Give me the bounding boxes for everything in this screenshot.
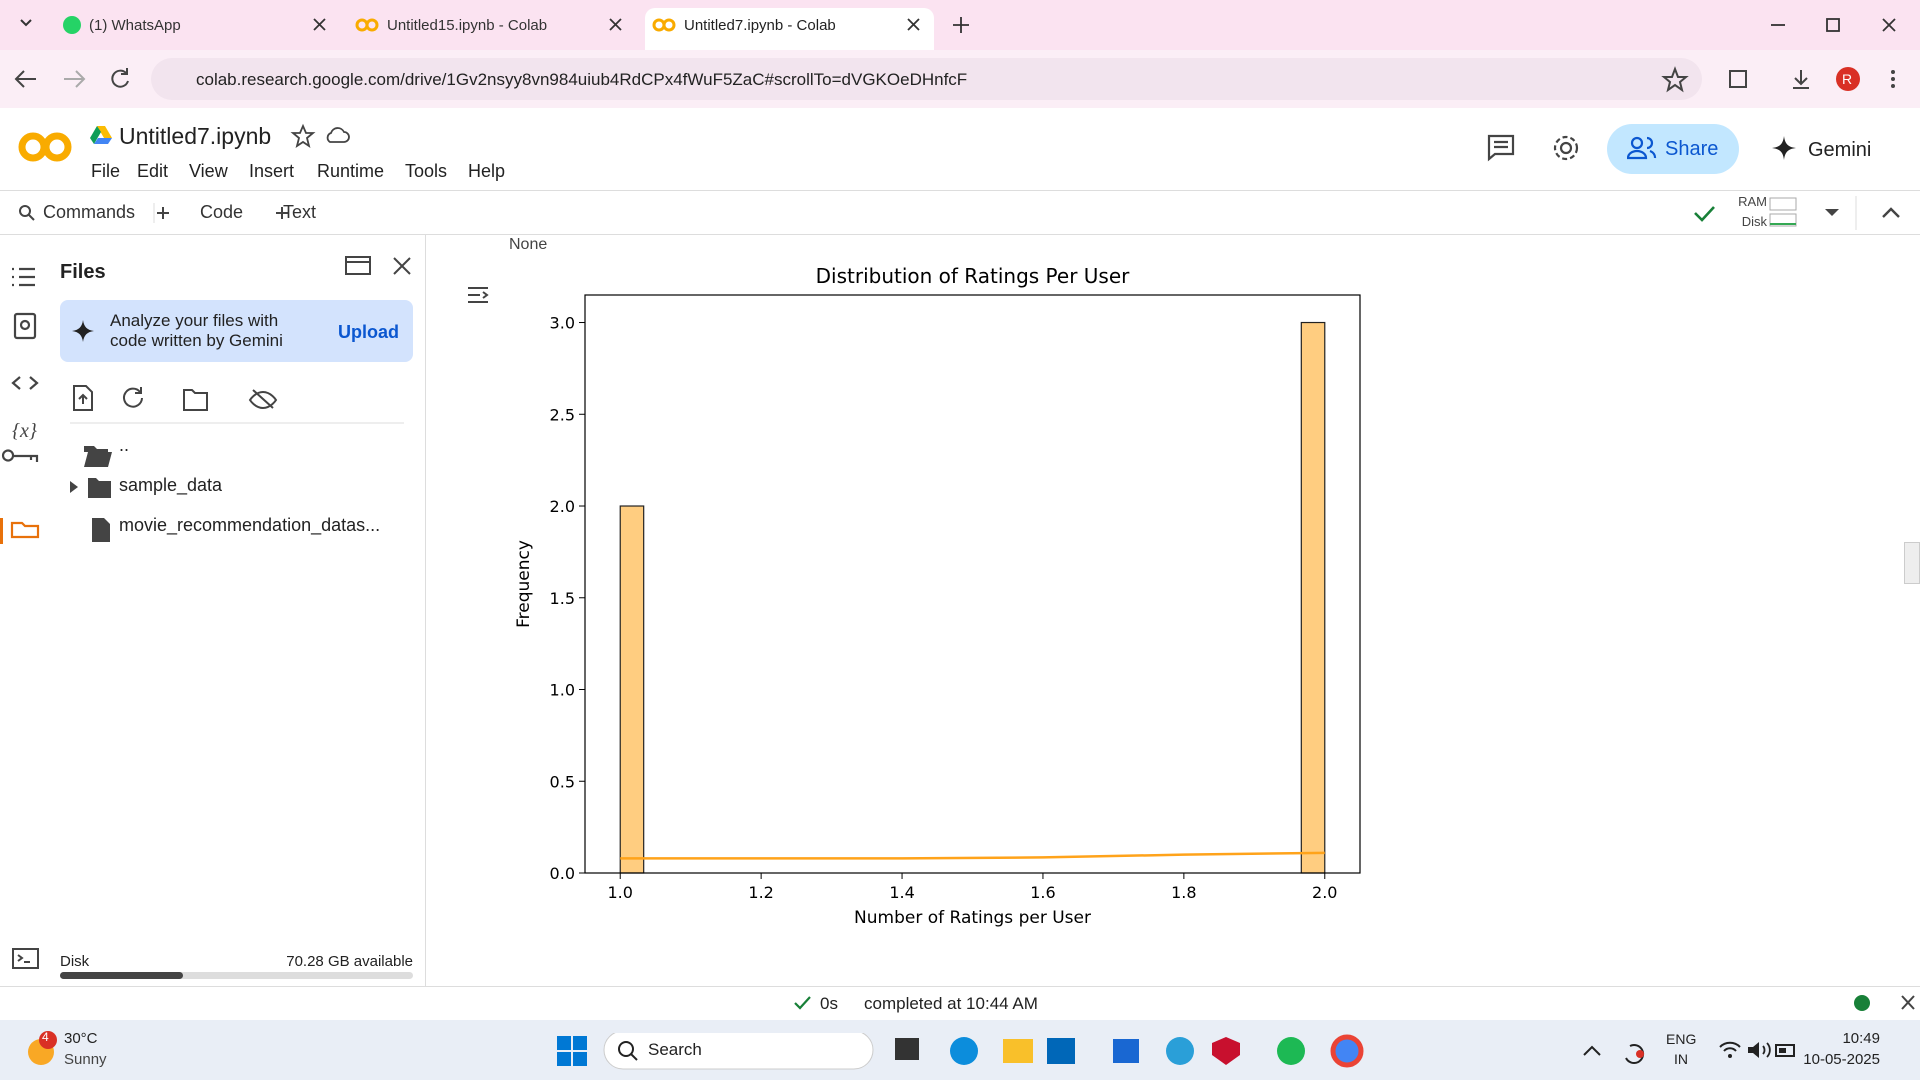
disk-title: Disk <box>60 953 90 970</box>
gemini-icon <box>72 320 94 342</box>
file-item[interactable]: movie_recommendation_datas... <box>119 515 381 535</box>
kde-line <box>620 851 1325 860</box>
y-tick-label: 2.0 <box>550 497 575 516</box>
gemini-icon <box>1772 136 1796 160</box>
date[interactable]: 10-05-2025 <box>1803 1051 1880 1068</box>
gemini-promo <box>60 300 413 362</box>
weather-icon[interactable] <box>24 1030 60 1070</box>
file-item[interactable]: .. <box>119 435 130 455</box>
files-title: Files <box>60 261 106 283</box>
status-message: completed at 10:44 AM <box>864 994 1038 1013</box>
upload-button[interactable]: Upload <box>338 322 399 342</box>
menu-item[interactable]: View <box>189 161 228 181</box>
y-tick-label: 2.5 <box>550 405 575 424</box>
promo-text: Analyze your files with code written by … <box>110 311 283 350</box>
gemini-label[interactable]: Gemini <box>1808 139 1872 161</box>
status-check <box>794 996 811 1010</box>
weather-badge: 4 <box>42 1030 49 1044</box>
share-icon <box>1627 136 1657 160</box>
terminal-icon[interactable] <box>12 948 40 970</box>
y-tick-label: 0.5 <box>550 772 575 791</box>
share-label[interactable]: Share <box>1665 138 1719 160</box>
ram-label: RAM <box>1738 194 1767 209</box>
toolbar-code[interactable]: Code <box>200 202 244 222</box>
nav-icons <box>14 66 1895 93</box>
x-tick-label: 1.2 <box>748 883 773 902</box>
x-tick-label: 1.0 <box>608 883 633 902</box>
panel-border <box>425 234 426 986</box>
y-tick-label: 1.0 <box>550 681 575 700</box>
menu-item[interactable]: File <box>91 161 121 181</box>
tab-title[interactable]: (1) WhatsApp <box>89 17 181 34</box>
tab-controls <box>313 17 1896 33</box>
status-bar <box>0 986 1920 1021</box>
output-text: None <box>509 236 548 253</box>
tab-title[interactable]: Untitled15.ipynb - Colab <box>387 17 548 34</box>
x-tick-label: 1.8 <box>1171 883 1196 902</box>
menu-item[interactable]: Tools <box>405 161 448 181</box>
disk-bar-fill <box>60 972 183 979</box>
y-tick-label: 3.0 <box>550 314 575 333</box>
y-tick-label: 1.5 <box>550 589 575 608</box>
taskbar-apps[interactable] <box>555 1033 1405 1073</box>
file-icons[interactable] <box>70 384 420 544</box>
side-rail[interactable]: {x} <box>0 240 55 560</box>
disk-bar <box>60 972 413 979</box>
toolbar-text[interactable]: Text <box>283 202 317 222</box>
header-icons[interactable] <box>1480 130 1590 166</box>
toolbar-commands[interactable]: Commands <box>43 202 136 222</box>
disk-label: Disk <box>1741 214 1767 229</box>
x-tick-label: 1.4 <box>889 883 914 902</box>
y-tick-label: 0.0 <box>550 864 575 883</box>
bar <box>619 505 645 874</box>
toolbar-icons <box>19 203 288 223</box>
runtime-status[interactable] <box>1690 196 1920 230</box>
panel-controls[interactable] <box>344 254 419 278</box>
y-axis-label: Frequency <box>514 540 534 628</box>
temperature: 30°C <box>64 1030 98 1047</box>
colab-tab-icon <box>355 18 379 32</box>
file-item[interactable]: sample_data <box>119 475 223 495</box>
drive-icon <box>90 126 112 144</box>
tray-icons[interactable] <box>1580 1036 1680 1066</box>
divider <box>0 190 1920 191</box>
weather-condition: Sunny <box>64 1051 107 1068</box>
colab-logo[interactable] <box>18 130 72 164</box>
lang[interactable]: ENG <box>1666 1031 1697 1047</box>
tab-title[interactable]: Untitled7.ipynb - Colab <box>684 17 836 34</box>
disk-free: 70.28 GB available <box>286 953 413 970</box>
divider <box>0 234 1920 235</box>
address-bar[interactable] <box>151 58 1702 100</box>
clock[interactable]: 10:49 <box>1842 1030 1880 1047</box>
lang-region[interactable]: IN <box>1674 1051 1688 1067</box>
menu-item[interactable]: Insert <box>249 161 295 181</box>
taskbar-search[interactable]: Search <box>648 1040 702 1059</box>
scrollbar[interactable] <box>1904 542 1920 584</box>
svg-text:{x}: {x} <box>12 420 37 442</box>
notebook-name[interactable]: Untitled7.ipynb <box>119 123 272 149</box>
chart: Distribution of Ratings Per User Number o… <box>514 264 1361 928</box>
chart-title: Distribution of Ratings Per User <box>816 264 1131 288</box>
x-tick-label: 1.6 <box>1030 883 1055 902</box>
x-axis-label: Number of Ratings per User <box>854 908 1091 928</box>
url[interactable]: colab.research.google.com/drive/1Gv2nsyy… <box>196 70 968 89</box>
bar <box>1300 321 1326 874</box>
menu-item[interactable]: Edit <box>137 161 169 181</box>
x-tick-label: 2.0 <box>1312 883 1337 902</box>
system-icons[interactable] <box>1718 1038 1800 1062</box>
status-time: 0s <box>820 994 838 1013</box>
menu-item[interactable]: Help <box>468 161 506 181</box>
colab-tab-icon <box>652 18 676 32</box>
whatsapp-icon <box>63 16 81 34</box>
output-toggle[interactable] <box>466 284 492 306</box>
menu-item[interactable]: Runtime <box>317 161 385 181</box>
tab-menu-icon[interactable] <box>18 15 34 31</box>
active-tab[interactable] <box>645 8 934 50</box>
profile-initial[interactable]: R <box>1842 71 1853 87</box>
plot-frame <box>584 294 1361 874</box>
share-button[interactable] <box>1607 124 1739 174</box>
star-cloud-icons[interactable] <box>290 123 350 149</box>
status-icons[interactable] <box>1852 993 1918 1013</box>
